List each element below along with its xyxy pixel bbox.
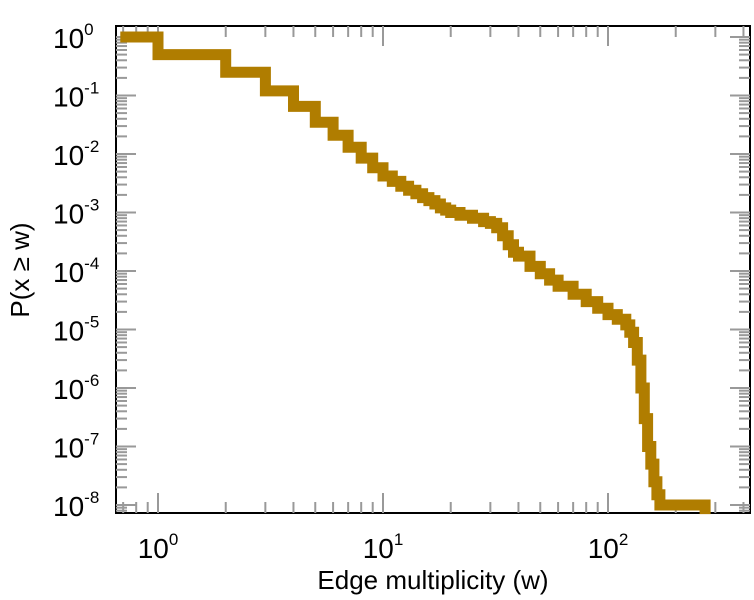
y-tick-label: 100 bbox=[53, 20, 94, 54]
plot-frame bbox=[115, 25, 751, 514]
x-axis-title: Edge multiplicity (w) bbox=[317, 565, 548, 595]
series-line bbox=[120, 31, 711, 515]
major-ticks bbox=[116, 26, 750, 513]
y-tick-label: 10-7 bbox=[53, 430, 99, 464]
y-tick-label: 10-1 bbox=[53, 79, 99, 113]
y-tick-label: 10-8 bbox=[53, 488, 99, 522]
y-tick-label: 10-6 bbox=[53, 371, 99, 405]
x-tick-label: 102 bbox=[588, 530, 629, 564]
minor-ticks bbox=[116, 26, 750, 513]
y-tick-label: 10-4 bbox=[53, 254, 99, 288]
x-tick-label: 100 bbox=[138, 530, 179, 564]
tick-labels: 100 101 102 100 10-1 10-2 10-3 10-4 10-5 10-6 10-7… bbox=[53, 20, 628, 564]
y-axis-title: P(x ≥ w) bbox=[5, 222, 35, 317]
series-layer bbox=[120, 31, 711, 515]
y-tick-label: 10-3 bbox=[53, 196, 99, 230]
y-tick-label: 10-2 bbox=[53, 137, 99, 171]
y-tick-label: 10-5 bbox=[53, 313, 99, 347]
x-tick-label: 101 bbox=[363, 530, 404, 564]
